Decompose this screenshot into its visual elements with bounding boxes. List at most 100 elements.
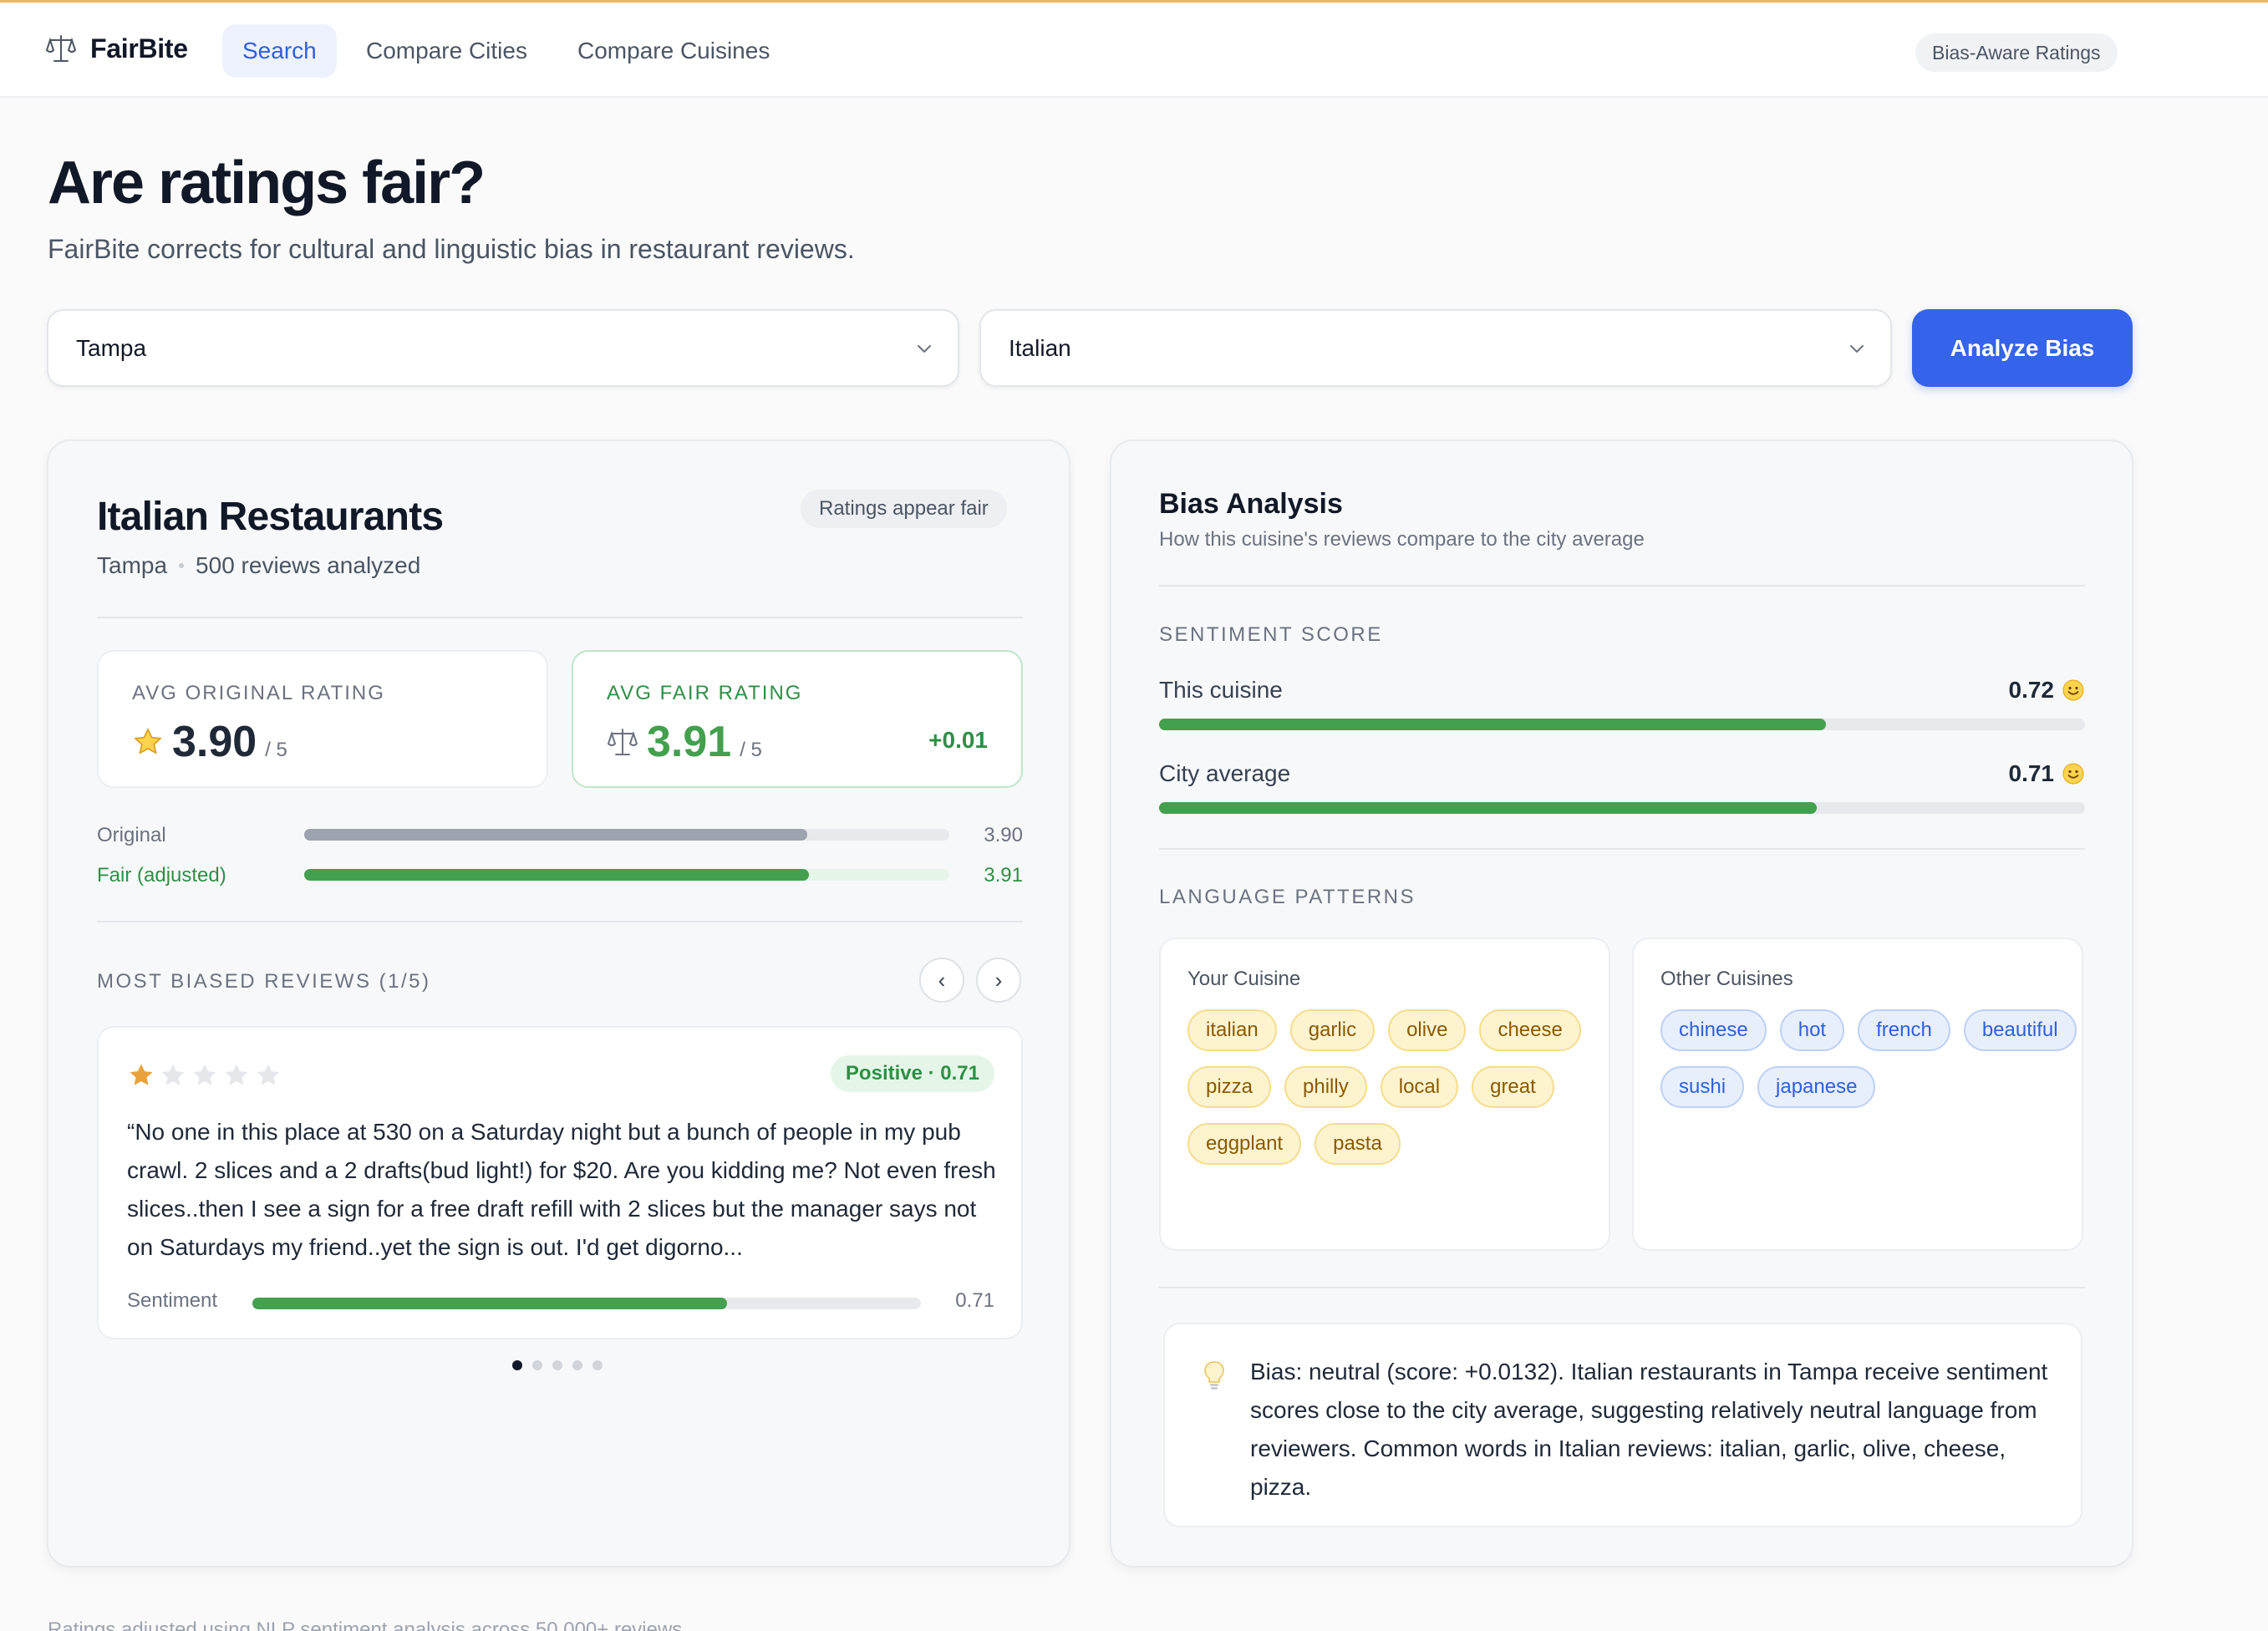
word-tag: cheese [1479,1009,1581,1051]
review-text: “No one in this place at 530 on a Saturd… [127,1119,996,1260]
word-tag: olive [1388,1009,1467,1051]
original-bar-label: Original [97,824,166,846]
star-empty-icon [193,1064,216,1085]
word-tag: pasta [1315,1123,1401,1165]
word-tag: local [1380,1066,1459,1108]
word-tag: italian [1187,1009,1277,1051]
top-accent-line [0,0,2268,3]
bias-analysis-subtitle: How this cuisine's reviews compare to th… [1159,528,1645,551]
tab-search[interactable]: Search [222,24,337,78]
fair-rating-value: 3.91 [647,718,732,766]
original-bar-value: 3.90 [984,824,1023,846]
cuisine-title: Italian Restaurants [97,495,444,539]
next-review-button[interactable]: › [976,958,1021,1003]
sentiment-score-label: SENTIMENT SCORE [1159,623,1383,646]
original-rating-box: AVG ORIGINAL RATING 3.90 / 5 [97,650,548,788]
summary-card: Italian Restaurants Tampa 500 reviews an… [47,440,1070,1567]
chevron-down-icon [1850,345,1864,353]
this-cuisine-label: This cuisine [1159,677,1283,703]
star-empty-icon [225,1064,248,1085]
smile-emoji-icon [2062,679,2084,701]
city-select-value: Tampa [76,335,147,361]
rating-delta: +0.01 [928,727,988,753]
divider [1159,1287,2085,1288]
bias-aware-badge: Bias-Aware Ratings [1915,33,2118,72]
review-sentiment-bar-fill [252,1298,727,1309]
divider [97,617,1023,618]
star-empty-icon [257,1064,280,1085]
word-tag: pizza [1187,1066,1272,1108]
word-tag: hot [1779,1009,1845,1051]
brand-name: FairBite [90,33,188,64]
pager-dot[interactable] [552,1360,562,1370]
cuisine-select-value: Italian [1009,335,1071,361]
scale-icon [45,35,77,62]
review-sentiment-bar [252,1298,921,1309]
summary-review-count: 500 reviews analyzed [196,552,421,578]
star-icon [134,728,162,755]
this-cuisine-bar [1159,719,2085,730]
divider [97,921,1023,922]
review-sentiment-badge: Positive · 0.71 [830,1055,994,1092]
word-tag: eggplant [1187,1123,1302,1165]
your-cuisine-box: Your Cuisine italian garlic olive cheese piz… [1159,937,1610,1251]
prev-review-button[interactable]: ‹ [919,958,964,1003]
bias-analysis-title: Bias Analysis [1159,488,1343,520]
summary-city: Tampa [97,552,168,578]
your-cuisine-title: Your Cuisine [1187,968,1301,990]
fair-rating-scale: / 5 [740,739,762,761]
pager-dot[interactable] [592,1360,603,1370]
city-average-label: City average [1159,760,1291,786]
fair-rating-box: AVG FAIR RATING 3.91 / 5 +0.01 [572,650,1023,788]
your-cuisine-tags: italian garlic olive cheese pizza philly local… [1187,1009,1605,1165]
original-rating-value: 3.90 [172,718,257,766]
divider [1159,585,2085,587]
scale-icon [607,729,638,755]
other-cuisines-title: Other Cuisines [1660,968,1793,990]
bias-insight-text: Bias: neutral (score: +0.0132). Italian … [1250,1359,2048,1500]
fair-bar-fill [304,869,809,881]
footer-note: Ratings adjusted using NLP sentiment ana… [48,1618,683,1631]
pager-dot[interactable] [512,1360,522,1370]
city-average-value: 0.71 [2009,760,2085,787]
cuisine-select[interactable]: Italian [979,309,1892,387]
smile-emoji-icon [2062,763,2084,785]
word-tag: japanese [1757,1066,1876,1108]
word-tag: garlic [1289,1009,1376,1051]
fairness-badge: Ratings appear fair [801,490,1007,528]
star-filled-icon [130,1064,153,1085]
word-tag: philly [1284,1066,1367,1108]
pager-dot[interactable] [532,1360,542,1370]
other-cuisines-tags: chinese hot french beautiful sushi japanese [1660,1009,2078,1108]
other-cuisines-box: Other Cuisines chinese hot french beautiful… [1632,937,2083,1251]
biased-reviews-label: MOST BIASED REVIEWS (1/5) [97,970,431,993]
fair-rating-label: AVG FAIR RATING [607,682,803,704]
this-cuisine-value: 0.72 [2009,677,2085,704]
fair-bar-value: 3.91 [984,864,1023,887]
word-tag: french [1858,1009,1950,1051]
tab-compare-cities[interactable]: Compare Cities [366,38,527,64]
city-select[interactable]: Tampa [47,309,959,387]
tab-compare-cuisines[interactable]: Compare Cuisines [577,38,770,64]
brand[interactable]: FairBite [45,33,188,64]
original-rating-scale: / 5 [265,739,287,761]
bias-insight-box: Bias: neutral (score: +0.0132). Italian … [1163,1323,2082,1527]
fair-bar [304,869,949,881]
meta-separator [179,563,185,568]
this-cuisine-bar-fill [1159,719,1826,730]
review-sentiment-label: Sentiment [127,1289,218,1312]
pager-dot[interactable] [572,1360,582,1370]
lightbulb-icon [1204,1361,1224,1390]
language-patterns-label: LANGUAGE PATTERNS [1159,886,1416,908]
city-average-bar [1159,802,2085,814]
chevron-down-icon [918,345,931,353]
summary-meta: Tampa 500 reviews analyzed [97,552,420,579]
city-average-bar-fill [1159,802,1817,814]
bias-analysis-card: Bias Analysis How this cuisine's reviews… [1110,440,2133,1567]
top-nav: FairBite Search Compare Cities Compare C… [0,3,2268,98]
original-bar-fill [304,829,808,841]
this-cuisine-score: 0.72 [2008,677,2055,703]
review-card: Positive · 0.71 “No one in this place at… [97,1026,1023,1339]
analyze-bias-button[interactable]: Analyze Bias [1912,309,2133,387]
divider [1159,848,2085,850]
